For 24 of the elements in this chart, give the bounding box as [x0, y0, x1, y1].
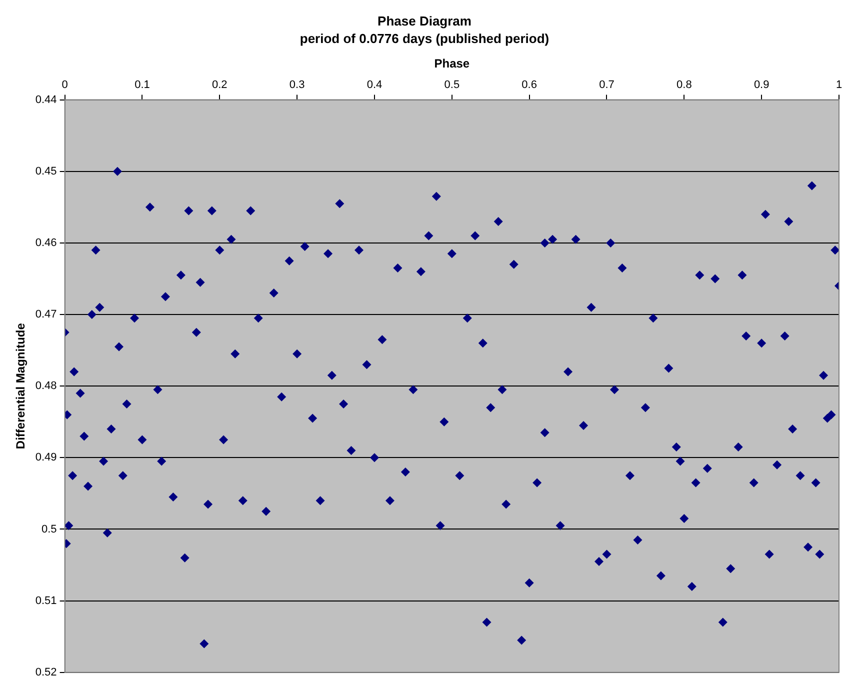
x-tick-label: 0.1 [134, 79, 150, 92]
y-tick-label: 0.47 [35, 308, 57, 321]
x-tick-label: 0.9 [754, 79, 770, 92]
x-tick-label: 0 [62, 79, 68, 92]
y-tick-label: 0.48 [35, 380, 57, 392]
y-tick-label: 0.44 [35, 94, 57, 106]
x-tick-label: 0.7 [599, 79, 614, 92]
y-tick-label: 0.5 [42, 523, 57, 536]
x-tick-label: 0.4 [366, 79, 382, 92]
y-tick-label: 0.51 [35, 594, 57, 607]
x-tick-label: 0.2 [212, 79, 228, 92]
x-axis-title: Phase [434, 56, 470, 71]
chart-title: Phase Diagram [378, 13, 472, 28]
y-tick-label: 0.52 [35, 666, 57, 678]
y-tick-label: 0.45 [35, 165, 57, 178]
x-tick-label: 1 [836, 79, 842, 92]
y-tick-label: 0.49 [35, 452, 57, 464]
x-tick-label: 0.3 [289, 79, 305, 92]
x-tick-label: 0.6 [522, 79, 537, 92]
chart-subtitle: period of 0.0776 days (published period) [300, 30, 550, 46]
y-axis-title: Differential Magnitude [14, 322, 28, 450]
y-tick-label: 0.46 [35, 236, 57, 249]
x-tick-label: 0.8 [676, 79, 692, 92]
x-tick-label: 0.5 [444, 79, 460, 92]
